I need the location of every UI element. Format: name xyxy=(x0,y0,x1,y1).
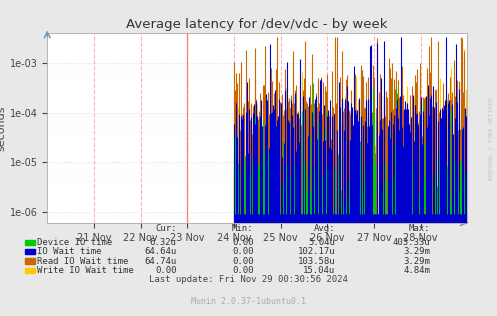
Text: 0.00: 0.00 xyxy=(232,266,253,275)
Text: IO Wait time: IO Wait time xyxy=(37,247,102,256)
Text: 3.29m: 3.29m xyxy=(403,247,430,256)
Text: 0.00: 0.00 xyxy=(232,238,253,247)
Text: 15.04u: 15.04u xyxy=(303,266,335,275)
Text: 403.33u: 403.33u xyxy=(392,238,430,247)
Y-axis label: seconds: seconds xyxy=(0,105,7,151)
Text: Max:: Max: xyxy=(409,224,430,233)
Text: Avg:: Avg: xyxy=(314,224,335,233)
Text: 0.00: 0.00 xyxy=(155,266,176,275)
Text: 4.84m: 4.84m xyxy=(403,266,430,275)
Text: RRDTOOL / TOBI OETIKER: RRDTOOL / TOBI OETIKER xyxy=(489,98,494,180)
Text: Cur:: Cur: xyxy=(155,224,176,233)
Text: 0.00: 0.00 xyxy=(232,247,253,256)
Text: Write IO Wait time: Write IO Wait time xyxy=(37,266,134,275)
Text: 6.32u: 6.32u xyxy=(150,238,176,247)
Text: Device IO time: Device IO time xyxy=(37,238,112,247)
Title: Average latency for /dev/vdc - by week: Average latency for /dev/vdc - by week xyxy=(126,18,388,31)
Text: 103.58u: 103.58u xyxy=(298,257,335,266)
Text: 3.29m: 3.29m xyxy=(403,257,430,266)
Text: 0.00: 0.00 xyxy=(232,257,253,266)
Text: Read IO Wait time: Read IO Wait time xyxy=(37,257,129,266)
Text: 64.64u: 64.64u xyxy=(144,247,176,256)
Text: 5.04u: 5.04u xyxy=(309,238,335,247)
Text: Munin 2.0.37-1ubuntu0.1: Munin 2.0.37-1ubuntu0.1 xyxy=(191,297,306,306)
Text: Min:: Min: xyxy=(232,224,253,233)
Text: Last update: Fri Nov 29 00:30:56 2024: Last update: Fri Nov 29 00:30:56 2024 xyxy=(149,275,348,284)
Text: 64.74u: 64.74u xyxy=(144,257,176,266)
Text: 102.17u: 102.17u xyxy=(298,247,335,256)
